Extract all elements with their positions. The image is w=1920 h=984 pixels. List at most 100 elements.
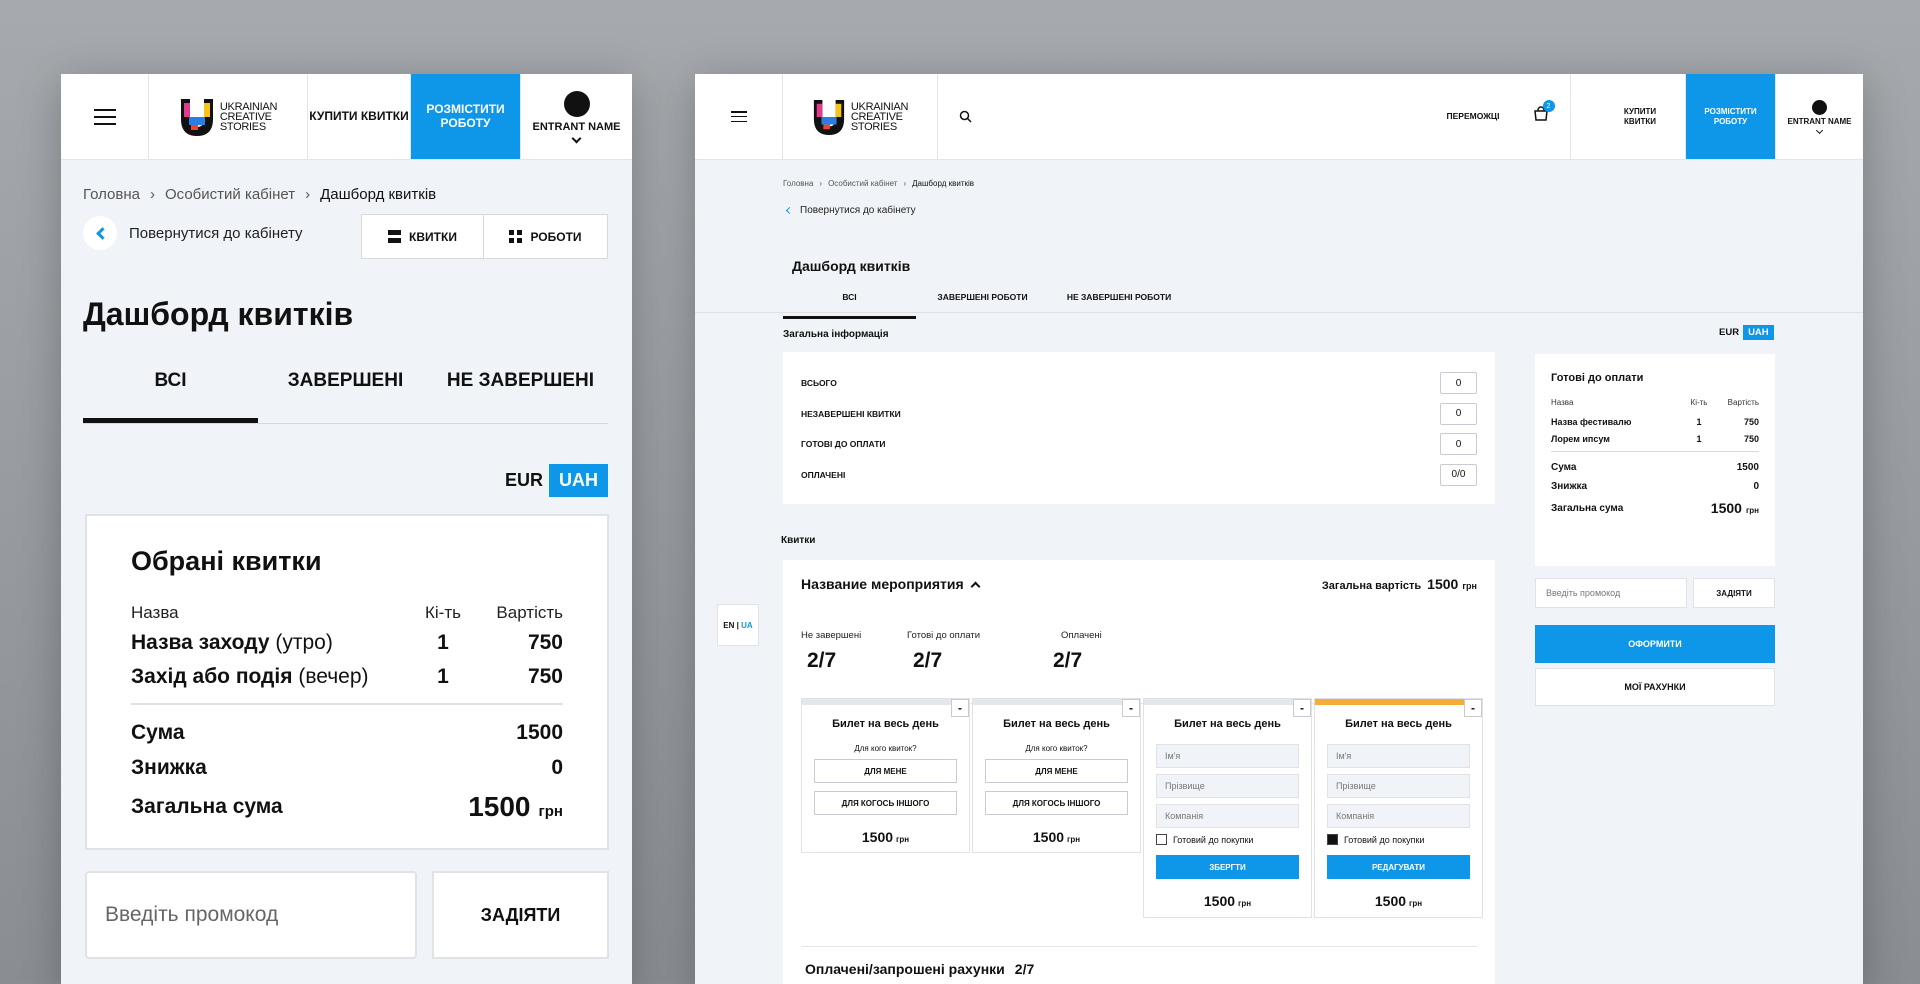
currency-eur[interactable]: EUR (505, 470, 544, 490)
info-row: ВСЬОГО 0 (801, 368, 1477, 399)
breadcrumb-current: Дашборд квитків (320, 186, 437, 203)
my-invoices-button[interactable]: МОЇ РАХУНКИ (1535, 668, 1775, 706)
tab-not-completed-works[interactable]: НЕ ЗАВЕРШЕНІ РОБОТИ (1066, 292, 1172, 302)
logo[interactable]: UKRAINIAN CREATIVE STORIES (149, 74, 308, 159)
chevron-up-icon (970, 581, 981, 591)
ready-checkbox[interactable]: Готовий до покупки (1327, 834, 1470, 845)
table-header: Назва Кі-ть Вартість (131, 603, 563, 622)
info-value: 0/0 (1440, 463, 1477, 486)
desktop-view: UKRAINIAN CREATIVE STORIES ПЕРЕМОЖЦІ 2 КУП… (695, 74, 1863, 984)
ticket-title: Билет на весь день (1003, 718, 1110, 730)
logo-icon (813, 99, 845, 135)
tab-completed[interactable]: ЗАВЕРШЕНІ (287, 370, 404, 391)
info-value: 0 (1440, 402, 1477, 425)
page-title: Дашборд квитків (792, 258, 911, 274)
logo[interactable]: UKRAINIAN CREATIVE STORIES (783, 74, 938, 159)
user-name: ENTRANT NAME (1787, 116, 1852, 126)
tab-not-completed[interactable]: НЕ ЗАВЕРШЕНІ (446, 370, 595, 391)
remove-ticket-button[interactable]: - (1464, 699, 1482, 717)
tab-completed-works[interactable]: ЗАВЕРШЕНІ РОБОТИ (937, 292, 1028, 302)
winners-link[interactable]: ПЕРЕМОЖЦІ (1446, 110, 1500, 121)
user-avatar-icon (1812, 99, 1827, 115)
info-value: 0 (1440, 433, 1477, 456)
buy-tickets-button[interactable]: КУПИТИ КВИТКИ (1595, 74, 1686, 159)
discount-row: Знижка 0 (1551, 481, 1759, 492)
currency-switch: EUR UAH (499, 464, 609, 497)
save-button[interactable]: ЗБЕРГТИ (1156, 855, 1299, 879)
lang-ua[interactable]: UA (741, 620, 753, 630)
event-name: Название мероприятия (801, 576, 964, 592)
breadcrumb-cabinet[interactable]: Особистий кабінет (165, 186, 296, 203)
stat-not-completed: Не завершені 2/7 (801, 630, 862, 672)
works-switch-button[interactable]: РОБОТИ (483, 215, 607, 258)
promo-input[interactable]: Введіть промокод (1535, 578, 1687, 608)
apply-promo-button[interactable]: ЗАДІЯТИ (1693, 578, 1775, 608)
currency-eur[interactable]: EUR (1719, 327, 1740, 338)
remove-ticket-button[interactable]: - (951, 699, 969, 717)
first-name-input[interactable]: Ім'я (1156, 744, 1299, 768)
event-total: Загальна вартість 1500 грн (1321, 576, 1477, 592)
remove-ticket-button[interactable]: - (1122, 699, 1140, 717)
breadcrumb-home[interactable]: Головна (783, 179, 814, 188)
search-button[interactable] (938, 74, 992, 159)
post-work-button[interactable]: РОЗМІСТИТИ РОБОТУ (411, 74, 521, 159)
back-label: Повернутися до кабінету (129, 224, 303, 242)
ticket-card: - Билет на весь день Для кого квиток? ДЛ… (801, 698, 970, 853)
menu-button[interactable] (695, 74, 783, 159)
first-name-input[interactable]: Ім'я (1327, 744, 1470, 768)
buy-tickets-button[interactable]: КУПИТИ КВИТКИ (308, 74, 411, 159)
currency-uah[interactable]: UAH (549, 464, 609, 497)
info-row: НЕЗАВЕРШЕНІ КВИТКИ 0 (801, 399, 1477, 430)
hamburger-icon (730, 111, 747, 122)
divider (1551, 451, 1759, 452)
cart-badge: 2 (1542, 100, 1555, 112)
currency-switch: EUR UAH (1715, 325, 1774, 340)
breadcrumb-home[interactable]: Головна (83, 186, 140, 203)
user-menu[interactable]: ENTRANT NAME (521, 74, 632, 159)
last-name-input[interactable]: Прізвище (1327, 774, 1470, 798)
post-work-button[interactable]: РОЗМІСТИТИ РОБОТУ (1686, 74, 1776, 159)
for-me-button[interactable]: ДЛЯ МЕНЕ (985, 759, 1128, 783)
logo-icon (180, 98, 213, 136)
search-icon (959, 110, 972, 123)
page-title: Дашборд квитків (83, 296, 354, 332)
promo-input[interactable]: Введіть промокод (85, 871, 417, 959)
event-toggle[interactable]: Название мероприятия (801, 576, 981, 592)
tickets-switch-button[interactable]: КВИТКИ (362, 215, 483, 258)
menu-button[interactable] (61, 74, 149, 159)
info-row: ОПЛАЧЕНІ 0/0 (801, 460, 1477, 491)
language-switch[interactable]: EN | UA (717, 604, 759, 646)
apply-promo-button[interactable]: ЗАДІЯТИ (432, 871, 609, 959)
last-name-input[interactable]: Прізвище (1156, 774, 1299, 798)
checkout-button[interactable]: ОФОРМИТИ (1535, 625, 1775, 663)
user-menu[interactable]: ENTRANT NAME (1776, 74, 1863, 159)
for-other-button[interactable]: ДЛЯ КОГОСЬ ІНШОГО (985, 791, 1128, 815)
back-to-cabinet-link[interactable]: Повернутися до кабінету (83, 216, 303, 250)
table-header: Назва Кі-ть Вартість (1551, 398, 1759, 407)
paid-invoices-row: Оплачені/запрошені рахунки 2/7 (801, 946, 1477, 977)
selected-tickets-card: Обрані квитки Назва Кі-ть Вартість Назва… (85, 514, 609, 850)
remove-ticket-button[interactable]: - (1293, 699, 1311, 717)
view-switch: КВИТКИ РОБОТИ (361, 214, 608, 259)
breadcrumb-cabinet[interactable]: Особистий кабінет (828, 179, 898, 188)
lang-en[interactable]: EN (723, 620, 735, 630)
back-button[interactable] (83, 216, 117, 250)
ready-checkbox[interactable]: Готовий до покупки (1156, 834, 1299, 845)
cart-button[interactable]: 2 (1511, 74, 1571, 159)
mobile-header: UKRAINIAN CREATIVE STORIES КУПИТИ КВИТКИ Р… (61, 74, 632, 160)
for-other-button[interactable]: ДЛЯ КОГОСЬ ІНШОГО (814, 791, 957, 815)
ticket-card: - Билет на весь день Для кого квиток? ДЛ… (972, 698, 1141, 853)
list-item: Захід або подія (вечер) 1 750 (131, 665, 563, 688)
tab-all[interactable]: ВСІ (83, 362, 258, 423)
company-input[interactable]: Компанія (1327, 804, 1470, 828)
edit-button[interactable]: РЕДАГУВАТИ (1327, 855, 1470, 879)
back-to-cabinet-link[interactable]: Повернутися до кабінету (783, 205, 916, 216)
total-row: Загальна сума 1500 грн (1551, 500, 1759, 516)
ticket-price: 1500 грн (1032, 829, 1081, 845)
logo-text: UKRAINIAN CREATIVE STORIES (850, 100, 909, 133)
for-me-button[interactable]: ДЛЯ МЕНЕ (814, 759, 957, 783)
company-input[interactable]: Компанія (1156, 804, 1299, 828)
currency-uah[interactable]: UAH (1743, 325, 1774, 340)
tab-all[interactable]: ВСІ (783, 284, 916, 319)
ticket-price: 1500 грн (1374, 893, 1423, 909)
